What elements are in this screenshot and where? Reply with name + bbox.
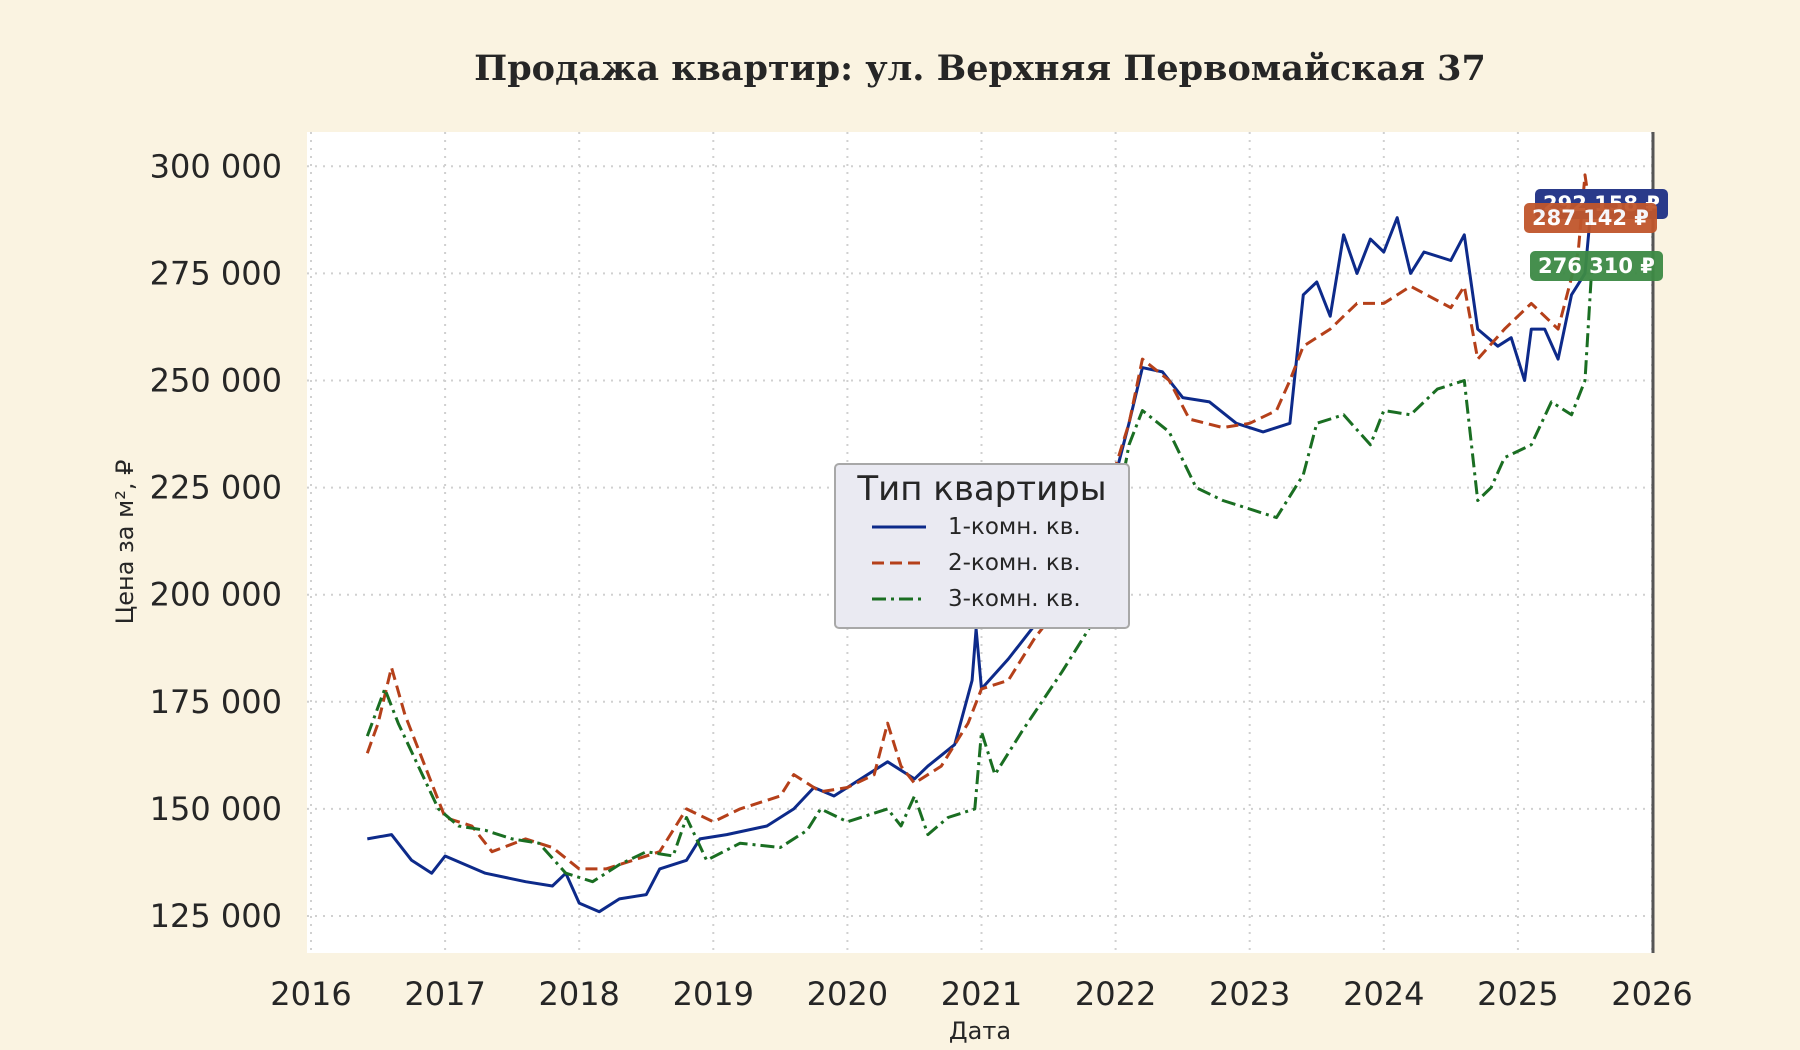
y-tick-label: 200 000 (150, 576, 282, 614)
legend-item-3room: 3-комн. кв. (872, 581, 1128, 617)
end-value-label-3room: 276 310 ₽ (1530, 251, 1663, 281)
end-value-label-2room: 287 142 ₽ (1524, 203, 1657, 233)
legend-label: 1-комн. кв. (948, 514, 1081, 540)
y-tick-label: 300 000 (150, 147, 282, 185)
legend-swatch-1room (872, 525, 926, 529)
x-tick-label: 2026 (1611, 975, 1692, 1013)
x-tick-label: 2016 (270, 975, 351, 1013)
legend: Тип квартиры 1-комн. кв. 2-комн. кв. 3-к… (834, 463, 1130, 629)
x-tick-label: 2017 (404, 975, 485, 1013)
x-tick-label: 2018 (538, 975, 619, 1013)
x-axis-label: Дата (948, 1017, 1012, 1045)
x-tick-label: 2020 (807, 975, 888, 1013)
y-tick-label: 125 000 (150, 897, 282, 935)
chart-title: Продажа квартир: ул. Верхняя Первомайска… (474, 48, 1486, 89)
y-tick-label: 225 000 (150, 469, 282, 507)
y-tick-label: 150 000 (150, 790, 282, 828)
legend-label: 2-комн. кв. (948, 550, 1081, 576)
x-tick-label: 2024 (1343, 975, 1424, 1013)
series-line-2room (365, 173, 1594, 871)
x-tick-label: 2021 (941, 975, 1022, 1013)
legend-title: Тип квартиры (857, 469, 1107, 509)
series-line-3room (365, 269, 1594, 884)
x-tick-label: 2023 (1209, 975, 1290, 1013)
x-tick-label: 2019 (673, 975, 754, 1013)
legend-item-2room: 2-комн. кв. (872, 545, 1128, 581)
x-tick-label: 2022 (1075, 975, 1156, 1013)
y-tick-label: 250 000 (150, 362, 282, 400)
legend-label: 3-комн. кв. (948, 586, 1081, 612)
legend-item-1room: 1-комн. кв. (872, 509, 1128, 545)
legend-swatch-3room (872, 597, 926, 601)
y-tick-label: 275 000 (150, 254, 282, 292)
x-tick-label: 2025 (1477, 975, 1558, 1013)
y-tick-label: 175 000 (150, 683, 282, 721)
y-axis-label: Цена за м², ₽ (111, 459, 139, 625)
legend-swatch-2room (872, 561, 926, 565)
